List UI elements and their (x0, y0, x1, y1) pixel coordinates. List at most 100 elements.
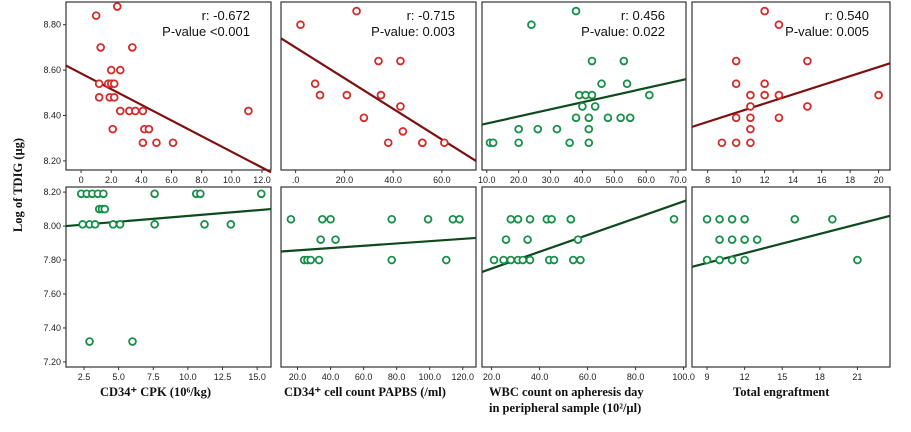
y-tick-label: 8.00 (43, 221, 61, 231)
data-point (152, 138, 161, 148)
data-point (790, 214, 800, 224)
data-point (518, 255, 528, 265)
data-point (619, 56, 629, 66)
data-point (571, 6, 581, 16)
scatter-panel-3: 10.0 20.0 30.0 40.0 50.0 60.0 70.0 r: 0.456P-va… (478, 1, 687, 185)
data-point (746, 124, 755, 134)
x-tick-label: 12 (760, 175, 770, 185)
x-tick-label: 12.0 (253, 175, 271, 185)
data-point (584, 113, 594, 123)
scatter-panel-8: 9 12 15 18 21 (691, 186, 891, 382)
data-point (115, 220, 125, 229)
data-point (533, 124, 543, 134)
data-point (106, 65, 116, 75)
x-tick-label: 9 (705, 372, 710, 382)
data-point (549, 255, 559, 265)
data-point (342, 90, 352, 100)
data-point (702, 255, 712, 265)
x-tick-label: 18 (845, 175, 855, 185)
scatter-panel-7: 20.0 40.0 60.0 80.0 100.0 (481, 186, 695, 382)
data-point (584, 124, 594, 134)
data-point (150, 189, 159, 199)
data-point (94, 79, 104, 89)
x-axis-label-papbs: CD34⁺ cell count PAPBS (/ml) (284, 385, 446, 399)
x-tick-label: 60.0 (433, 175, 451, 185)
data-point (568, 255, 578, 265)
data-point (727, 214, 737, 224)
data-point (94, 93, 104, 102)
data-point (296, 20, 305, 30)
data-point (100, 204, 110, 214)
data-point (874, 90, 883, 100)
fit-line (691, 62, 891, 128)
x-tick-label: 10.0 (478, 175, 496, 185)
panels-group: 0 2.0 4.0 6.0 8.0 10.0 12.08.208.408.608.80r: … (43, 1, 891, 382)
data-point (138, 106, 148, 116)
data-point (90, 220, 100, 229)
x-tick-label: 18 (815, 372, 825, 382)
x-tick-label: 10.0 (223, 175, 241, 185)
data-point (669, 214, 679, 224)
panel-frame (65, 186, 272, 368)
data-point (746, 102, 755, 111)
data-point (578, 102, 587, 111)
x-tick-label: 60.0 (579, 372, 597, 382)
x-tick-label: 7.5 (147, 372, 160, 382)
x-tick-label: 0 (79, 175, 84, 185)
data-point (78, 220, 87, 229)
data-point (501, 235, 511, 244)
x-tick-label: 100.0 (672, 372, 695, 382)
data-point (244, 106, 253, 116)
data-point (128, 337, 137, 346)
x-tick-label: 16 (817, 175, 827, 185)
data-point (717, 138, 727, 148)
data-point (387, 214, 397, 224)
data-point (440, 138, 449, 148)
x-tick-label: 40.0 (574, 175, 592, 185)
data-point (523, 235, 532, 244)
panel-frame (691, 186, 891, 368)
data-point (731, 138, 741, 148)
data-point (455, 214, 464, 224)
data-point (514, 124, 523, 134)
y-tick-label: 8.40 (43, 111, 61, 121)
data-point (506, 214, 516, 224)
y-tick-label: 7.80 (43, 255, 61, 265)
data-point (740, 235, 749, 244)
data-point (286, 214, 296, 224)
x-tick-label: 12 (740, 372, 750, 382)
x-tick-label: 15.0 (248, 372, 266, 382)
data-point (131, 106, 140, 116)
data-point (731, 79, 741, 89)
x-tick-label: 20 (874, 175, 884, 185)
data-point (115, 106, 125, 116)
x-axis-label-line: CD34⁺ cell count PAPBS (/ml) (284, 385, 446, 399)
x-tick-label: 20.0 (483, 372, 501, 382)
data-point (746, 90, 755, 100)
data-point (715, 214, 724, 224)
x-tick-label: 60.0 (355, 372, 373, 382)
x-axis-label-cpk: CD34⁺ CPK (10⁶/kg) (100, 385, 211, 399)
x-tick-label: 14 (788, 175, 798, 185)
data-point (727, 235, 737, 244)
x-axis-label-wbc: WBC count on apheresis day in peripheral… (489, 385, 644, 415)
data-point (138, 138, 148, 148)
data-point (488, 138, 498, 148)
x-axis-label-line: CD34⁺ CPK (10⁶/kg) (100, 385, 211, 399)
data-point (489, 255, 499, 265)
x-tick-label: 60.0 (637, 175, 655, 185)
data-point (514, 138, 523, 148)
x-tick-label: 100.0 (418, 372, 441, 382)
data-point (774, 20, 784, 30)
data-point (803, 56, 812, 66)
data-point (702, 214, 712, 224)
data-point (625, 113, 635, 123)
data-point (565, 138, 574, 148)
data-point (306, 255, 316, 265)
x-tick-label: 40.0 (531, 372, 549, 382)
data-point (740, 255, 749, 265)
data-point (527, 20, 536, 30)
